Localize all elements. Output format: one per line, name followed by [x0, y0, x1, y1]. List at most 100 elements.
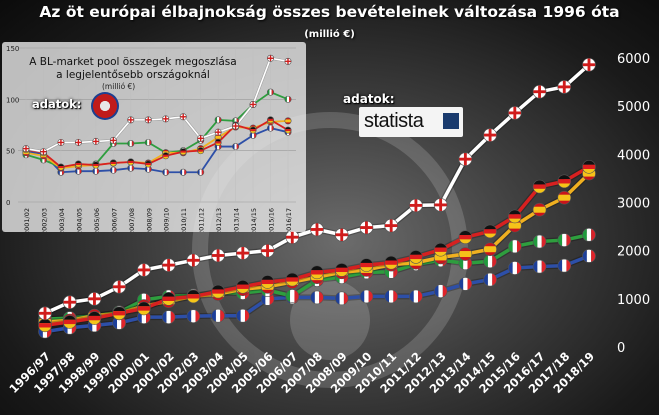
data-point-germany [334, 263, 349, 277]
inset-x-tick-label: 2007/08 [128, 208, 136, 232]
data-point-italy [508, 239, 522, 254]
inset-x-tick-label: 2008/09 [145, 208, 153, 232]
inset-x-tick-label: 2011/12 [198, 208, 206, 232]
inset-data-point-italy [267, 88, 275, 96]
data-point-england [112, 279, 126, 294]
inset-data-point-germany [197, 147, 205, 155]
data-point-germany [582, 160, 596, 174]
inset-x-tick-label: 2015/16 [268, 208, 276, 232]
inset-data-point-france [267, 124, 275, 132]
data-point-germany [285, 272, 300, 287]
inset-data-point-france [127, 164, 135, 172]
inset-data-point-italy [284, 95, 292, 103]
inset-data-point-france [232, 143, 240, 151]
inset-data-point-germany [162, 152, 170, 160]
inset-data-point-england [214, 128, 222, 136]
inset-x-tick-label: 2014/15 [250, 208, 258, 232]
inset-data-point-spain [284, 117, 292, 125]
data-point-germany [433, 242, 448, 257]
data-point-england [211, 248, 225, 263]
data-point-germany [483, 224, 497, 239]
inset-title: A BL-market pool összegek megoszlása a l… [29, 56, 237, 81]
data-point-france [384, 289, 398, 304]
data-point-england [186, 253, 201, 268]
data-point-germany [532, 179, 547, 194]
data-point-france [334, 291, 349, 306]
data-point-france [508, 261, 522, 275]
inset-x-tick-label: 2012/13 [215, 208, 223, 232]
inset-data-point-england [92, 137, 100, 145]
data-point-france [211, 308, 225, 323]
data-point-england [334, 227, 349, 242]
data-point-germany [260, 275, 275, 289]
inset-data-point-france [92, 167, 100, 175]
data-point-england [161, 258, 176, 272]
main-source-label: adatok: [343, 92, 395, 106]
inset-data-point-italy [144, 138, 152, 146]
data-point-france [433, 284, 448, 298]
inset-data-point-italy [127, 139, 135, 147]
inset-data-point-england [109, 136, 117, 144]
y-tick-label: 5000 [617, 100, 650, 115]
data-point-germany [137, 301, 151, 316]
inset-series-line-england [25, 57, 289, 153]
inset-data-point-england [39, 148, 47, 156]
statista-mark-icon [443, 113, 459, 129]
inset-y-tick-label: 150 [6, 45, 19, 53]
inset-data-point-germany [179, 148, 187, 156]
inset-data-point-germany [284, 126, 292, 134]
data-point-germany [186, 289, 201, 304]
inset-data-point-germany [92, 161, 100, 169]
data-point-italy [483, 254, 497, 269]
data-point-england [260, 243, 275, 258]
statista-logo: statista [359, 107, 463, 137]
inset-data-point-england [144, 116, 152, 124]
inset-data-point-france [109, 166, 117, 174]
data-point-france [236, 308, 250, 323]
inset-x-tick-label: 2009/10 [163, 208, 171, 232]
data-point-germany [236, 279, 250, 294]
data-point-england [384, 218, 398, 233]
data-point-england [310, 222, 324, 237]
data-point-france [409, 289, 423, 304]
data-point-germany [211, 284, 225, 299]
inset-data-point-france [179, 168, 187, 176]
inset-source-label: adatok: [32, 97, 82, 111]
data-point-england [532, 84, 547, 99]
inset-y-tick-label: 0 [6, 199, 10, 207]
y-tick-label: 4000 [617, 148, 650, 163]
inset-data-point-germany [144, 160, 152, 168]
inset-data-point-england [162, 115, 170, 123]
data-point-germany [508, 209, 522, 224]
inset-data-point-england [74, 138, 82, 146]
inset-x-tick-label: 2001/02 [23, 208, 31, 232]
data-point-germany [87, 311, 102, 325]
y-tick-label: 2000 [617, 245, 650, 260]
data-point-england [409, 198, 423, 213]
data-point-germany [384, 255, 398, 270]
inset-data-point-germany [267, 116, 275, 124]
y-tick-label: 6000 [617, 52, 650, 67]
data-point-england [433, 198, 448, 212]
inset-data-point-italy [214, 116, 222, 124]
data-point-england [236, 246, 250, 260]
data-point-england [458, 152, 473, 166]
inset-chart: 0 50 100 150 2001/02 2002/03 2003/04 2004/05 200… [6, 45, 296, 232]
data-point-england [483, 128, 497, 142]
inset-data-point-england [197, 134, 205, 142]
inset-x-tick-label: 2016/17 [285, 208, 293, 232]
data-point-italy [557, 233, 572, 247]
inset-data-point-england [249, 100, 257, 108]
data-point-france [458, 277, 473, 291]
chart-title: Az öt európai élbajnokság összes bevétel… [39, 3, 620, 21]
inset-x-tick-label: 2013/14 [233, 208, 241, 232]
inset-data-point-england [179, 113, 187, 121]
data-point-france [186, 309, 201, 323]
data-point-france [359, 289, 374, 304]
data-point-england [38, 306, 52, 321]
data-point-germany [161, 292, 176, 306]
y-tick-label: 1000 [617, 293, 650, 308]
inset-data-point-germany [249, 126, 257, 134]
inset-data-point-france [197, 168, 205, 176]
